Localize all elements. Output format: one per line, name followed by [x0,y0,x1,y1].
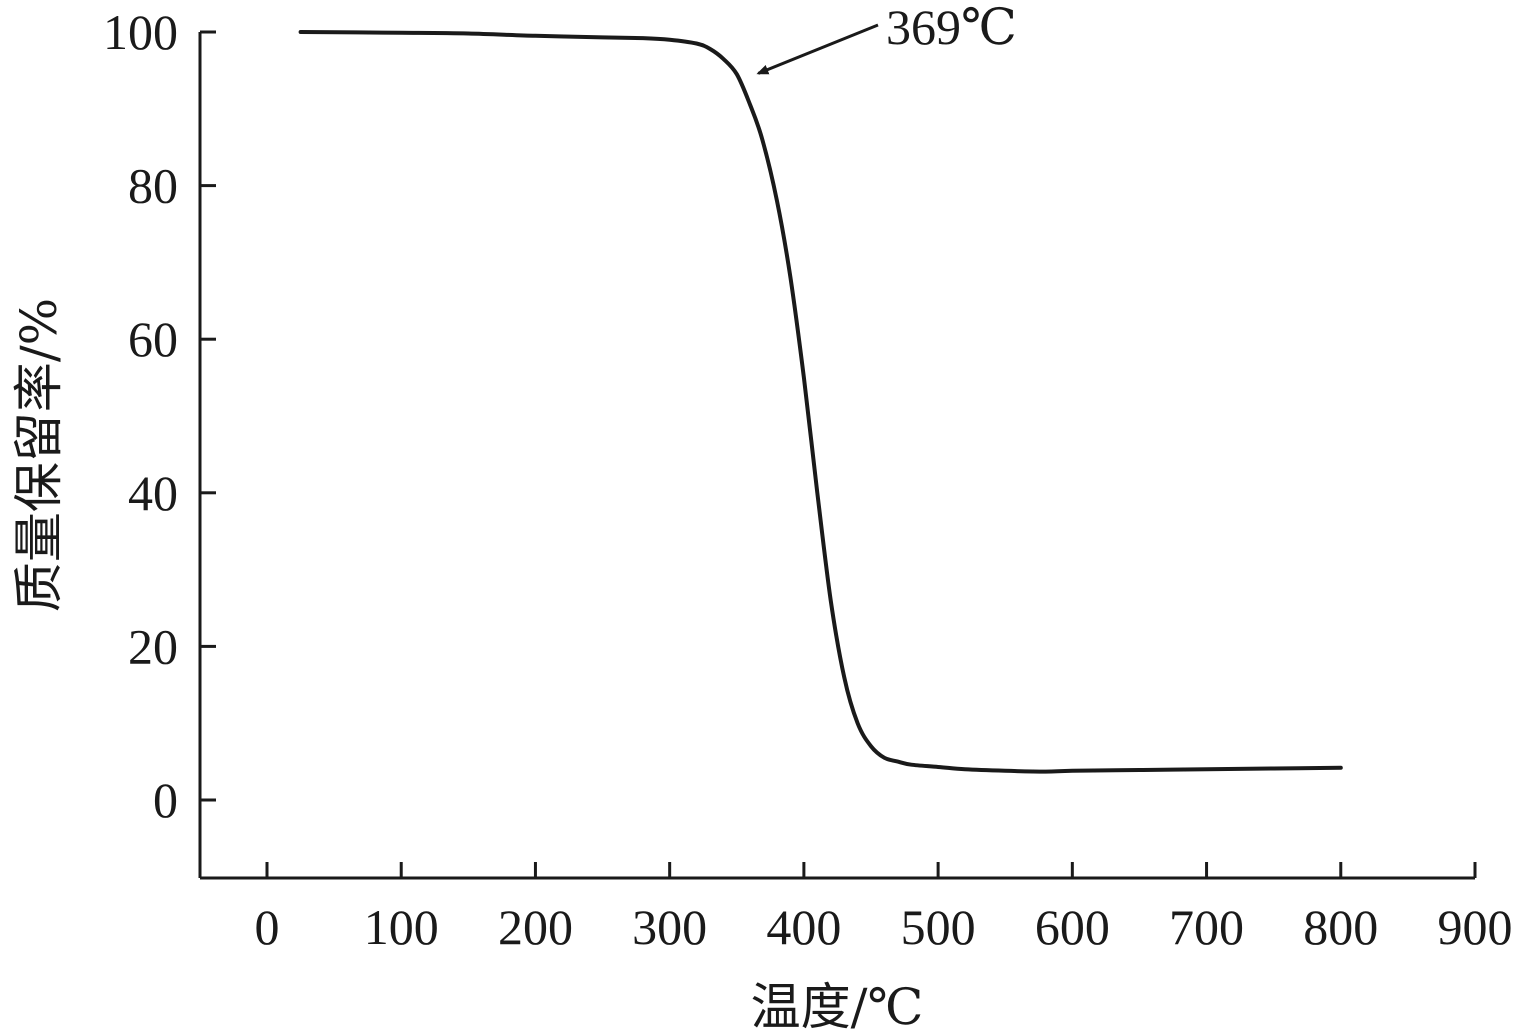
annotation-arrow [756,23,879,75]
x-tick-label: 300 [632,899,707,955]
annotation-label: 369℃ [886,0,1017,55]
x-tick-label: 400 [766,899,841,955]
axes [198,32,1475,880]
y-ticks: 0 20 40 60 80 100 [103,4,216,828]
y-tick-label: 0 [153,772,178,828]
x-axis-title: 温度/℃ [751,978,924,1033]
x-tick-label: 200 [498,899,573,955]
x-tick-label: 700 [1169,899,1244,955]
mass-retention-line [298,30,1343,774]
x-tick-label: 900 [1438,899,1513,955]
x-tick-label: 600 [1035,899,1110,955]
y-tick-label: 100 [103,4,178,60]
x-ticks: 0 100 200 300 400 500 600 700 800 900 [255,862,1513,955]
x-tick-label: 800 [1303,899,1378,955]
y-tick-label: 40 [128,465,178,521]
annotation: 369℃ [756,0,1017,75]
x-tick-label: 100 [364,899,439,955]
x-tick-label: 500 [901,899,976,955]
x-tick-label: 0 [255,899,280,955]
y-axis-title: 质量保留率/% [10,298,68,612]
y-tick-label: 20 [128,618,178,674]
y-tick-label: 60 [128,311,178,367]
y-tick-label: 80 [128,158,178,214]
